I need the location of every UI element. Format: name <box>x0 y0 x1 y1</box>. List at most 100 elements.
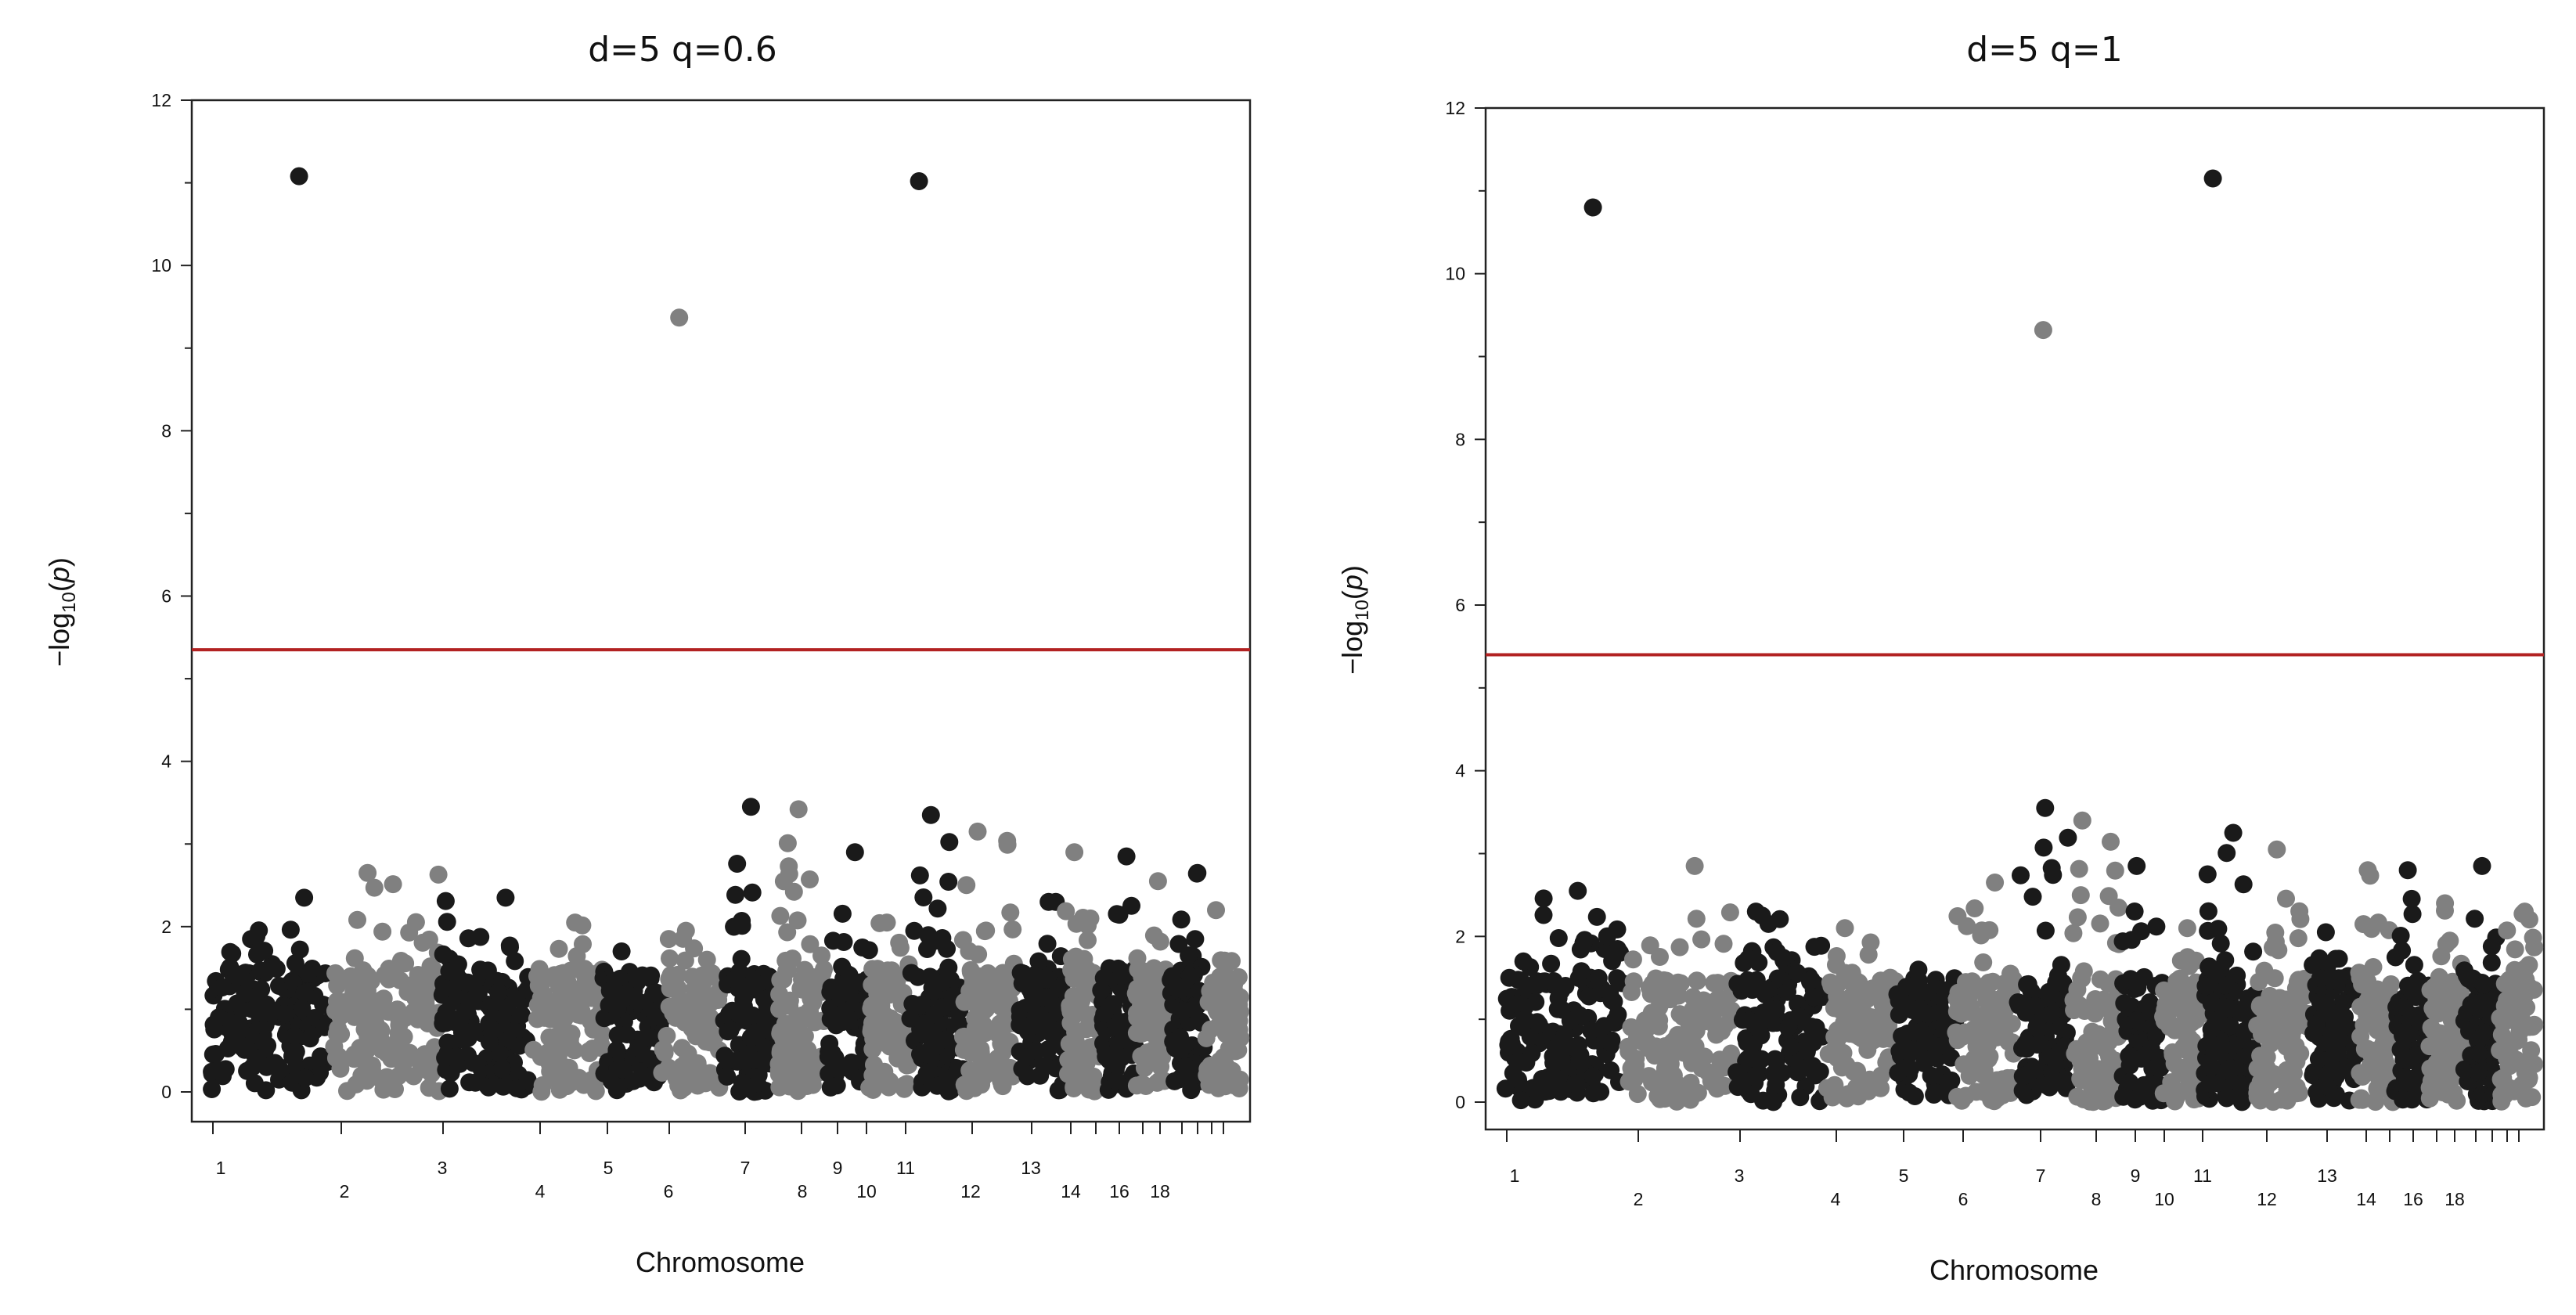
x-tick-label: 3 <box>1735 1165 1745 1186</box>
snp-point <box>1148 1040 1167 1059</box>
snp-point <box>2086 990 2105 1008</box>
snp-point <box>1963 1025 1982 1044</box>
snp-point <box>1207 975 1226 994</box>
snp-point <box>824 1005 843 1024</box>
snp-point <box>500 936 519 955</box>
snp-point <box>434 1009 452 1028</box>
snp-point <box>732 976 751 994</box>
snp-peak-point <box>358 863 377 882</box>
snp-point <box>2252 999 2271 1018</box>
snp-point <box>1807 1018 1825 1037</box>
snp-point <box>679 999 698 1018</box>
snp-point <box>402 978 421 996</box>
snp-point <box>2162 1073 2181 1092</box>
snp-point <box>1926 1083 1944 1102</box>
snp-point <box>1874 1029 1893 1048</box>
snp-point <box>1938 1073 1957 1091</box>
snp-point <box>456 1003 474 1021</box>
snp-point <box>400 1043 419 1062</box>
snp-point <box>726 885 744 904</box>
snp-point <box>366 1012 384 1031</box>
x-tick-label: 11 <box>896 1158 915 1178</box>
snp-point <box>2001 964 2019 983</box>
y-tick-label: 0 <box>161 1082 171 1102</box>
snp-point <box>254 1032 272 1051</box>
snp-point <box>2482 953 2501 972</box>
snp-point <box>1001 903 1020 922</box>
snp-point <box>1552 1052 1571 1071</box>
snp-point <box>479 1078 498 1097</box>
snp-point <box>1650 1011 1669 1029</box>
snp-peak-point <box>1569 881 1587 900</box>
snp-point <box>275 1004 294 1023</box>
snp-point <box>905 921 924 940</box>
snp-point <box>2289 929 2308 948</box>
snp-point <box>1220 986 1239 1005</box>
x-tick-label: 8 <box>2091 1189 2102 1209</box>
snp-point <box>863 960 882 978</box>
snp-point <box>1842 988 1861 1007</box>
y-tick-label: 0 <box>1455 1092 1465 1112</box>
snp-peak-point <box>1188 863 1207 882</box>
snp-peak-point <box>2268 840 2286 859</box>
snp-point <box>257 1081 276 1100</box>
snp-point <box>697 950 716 969</box>
snp-point <box>1646 969 1665 988</box>
snp-point <box>1031 1066 1050 1085</box>
snp-peak-point <box>2036 798 2055 817</box>
snp-point <box>1728 975 1747 993</box>
snp-point <box>2051 1043 2069 1061</box>
snp-point <box>2322 1003 2341 1022</box>
snp-point <box>1889 1064 1908 1083</box>
snp-point <box>1740 1011 1759 1030</box>
snp-point <box>1063 1034 1082 1053</box>
snp-point <box>1812 936 1831 955</box>
snp-point <box>2394 1090 2412 1109</box>
snp-point <box>2351 1064 2369 1083</box>
snp-point <box>207 1045 225 1063</box>
snp-point <box>2474 975 2493 994</box>
snp-point <box>1502 994 1521 1013</box>
snp-point <box>582 989 601 1007</box>
snp-point <box>2135 967 2153 986</box>
significant-snp-point <box>2203 169 2222 188</box>
snp-point <box>209 1061 228 1079</box>
snp-peak-point <box>741 798 760 816</box>
snp-point <box>1988 1089 2007 1108</box>
snp-point <box>2068 908 2087 927</box>
snp-point <box>721 1021 740 1039</box>
snp-point <box>2023 1061 2041 1080</box>
snp-point <box>229 1014 248 1032</box>
snp-point <box>1589 969 1608 987</box>
snp-point <box>965 1079 984 1097</box>
snp-point <box>826 1048 845 1067</box>
snp-point <box>1534 906 1553 924</box>
snp-point <box>1778 982 1796 1001</box>
snp-point <box>659 930 678 949</box>
snp-point <box>914 888 933 906</box>
snp-point <box>685 980 704 999</box>
snp-point <box>2391 927 2410 945</box>
snp-point <box>1067 914 1086 933</box>
snp-point <box>2202 1057 2221 1075</box>
significant-snp-point <box>670 308 689 327</box>
snp-point <box>1533 1070 1551 1088</box>
snp-point <box>2070 996 2089 1014</box>
snp-point <box>1926 979 1944 998</box>
x-tick-label: 12 <box>2257 1189 2277 1209</box>
snp-point <box>420 1079 438 1097</box>
y-tick-label: 6 <box>161 586 171 607</box>
snp-point <box>1186 930 1205 949</box>
snp-point <box>2500 1079 2519 1097</box>
snp-point <box>213 978 231 997</box>
snp-point <box>798 1077 816 1095</box>
x-tick-label: 18 <box>2444 1189 2465 1209</box>
snp-point <box>1722 1044 1740 1063</box>
snp-point <box>2147 917 2166 936</box>
snp-point <box>940 833 959 852</box>
snp-point <box>447 1047 466 1066</box>
snp-point <box>733 917 751 935</box>
snp-point <box>347 1075 366 1093</box>
